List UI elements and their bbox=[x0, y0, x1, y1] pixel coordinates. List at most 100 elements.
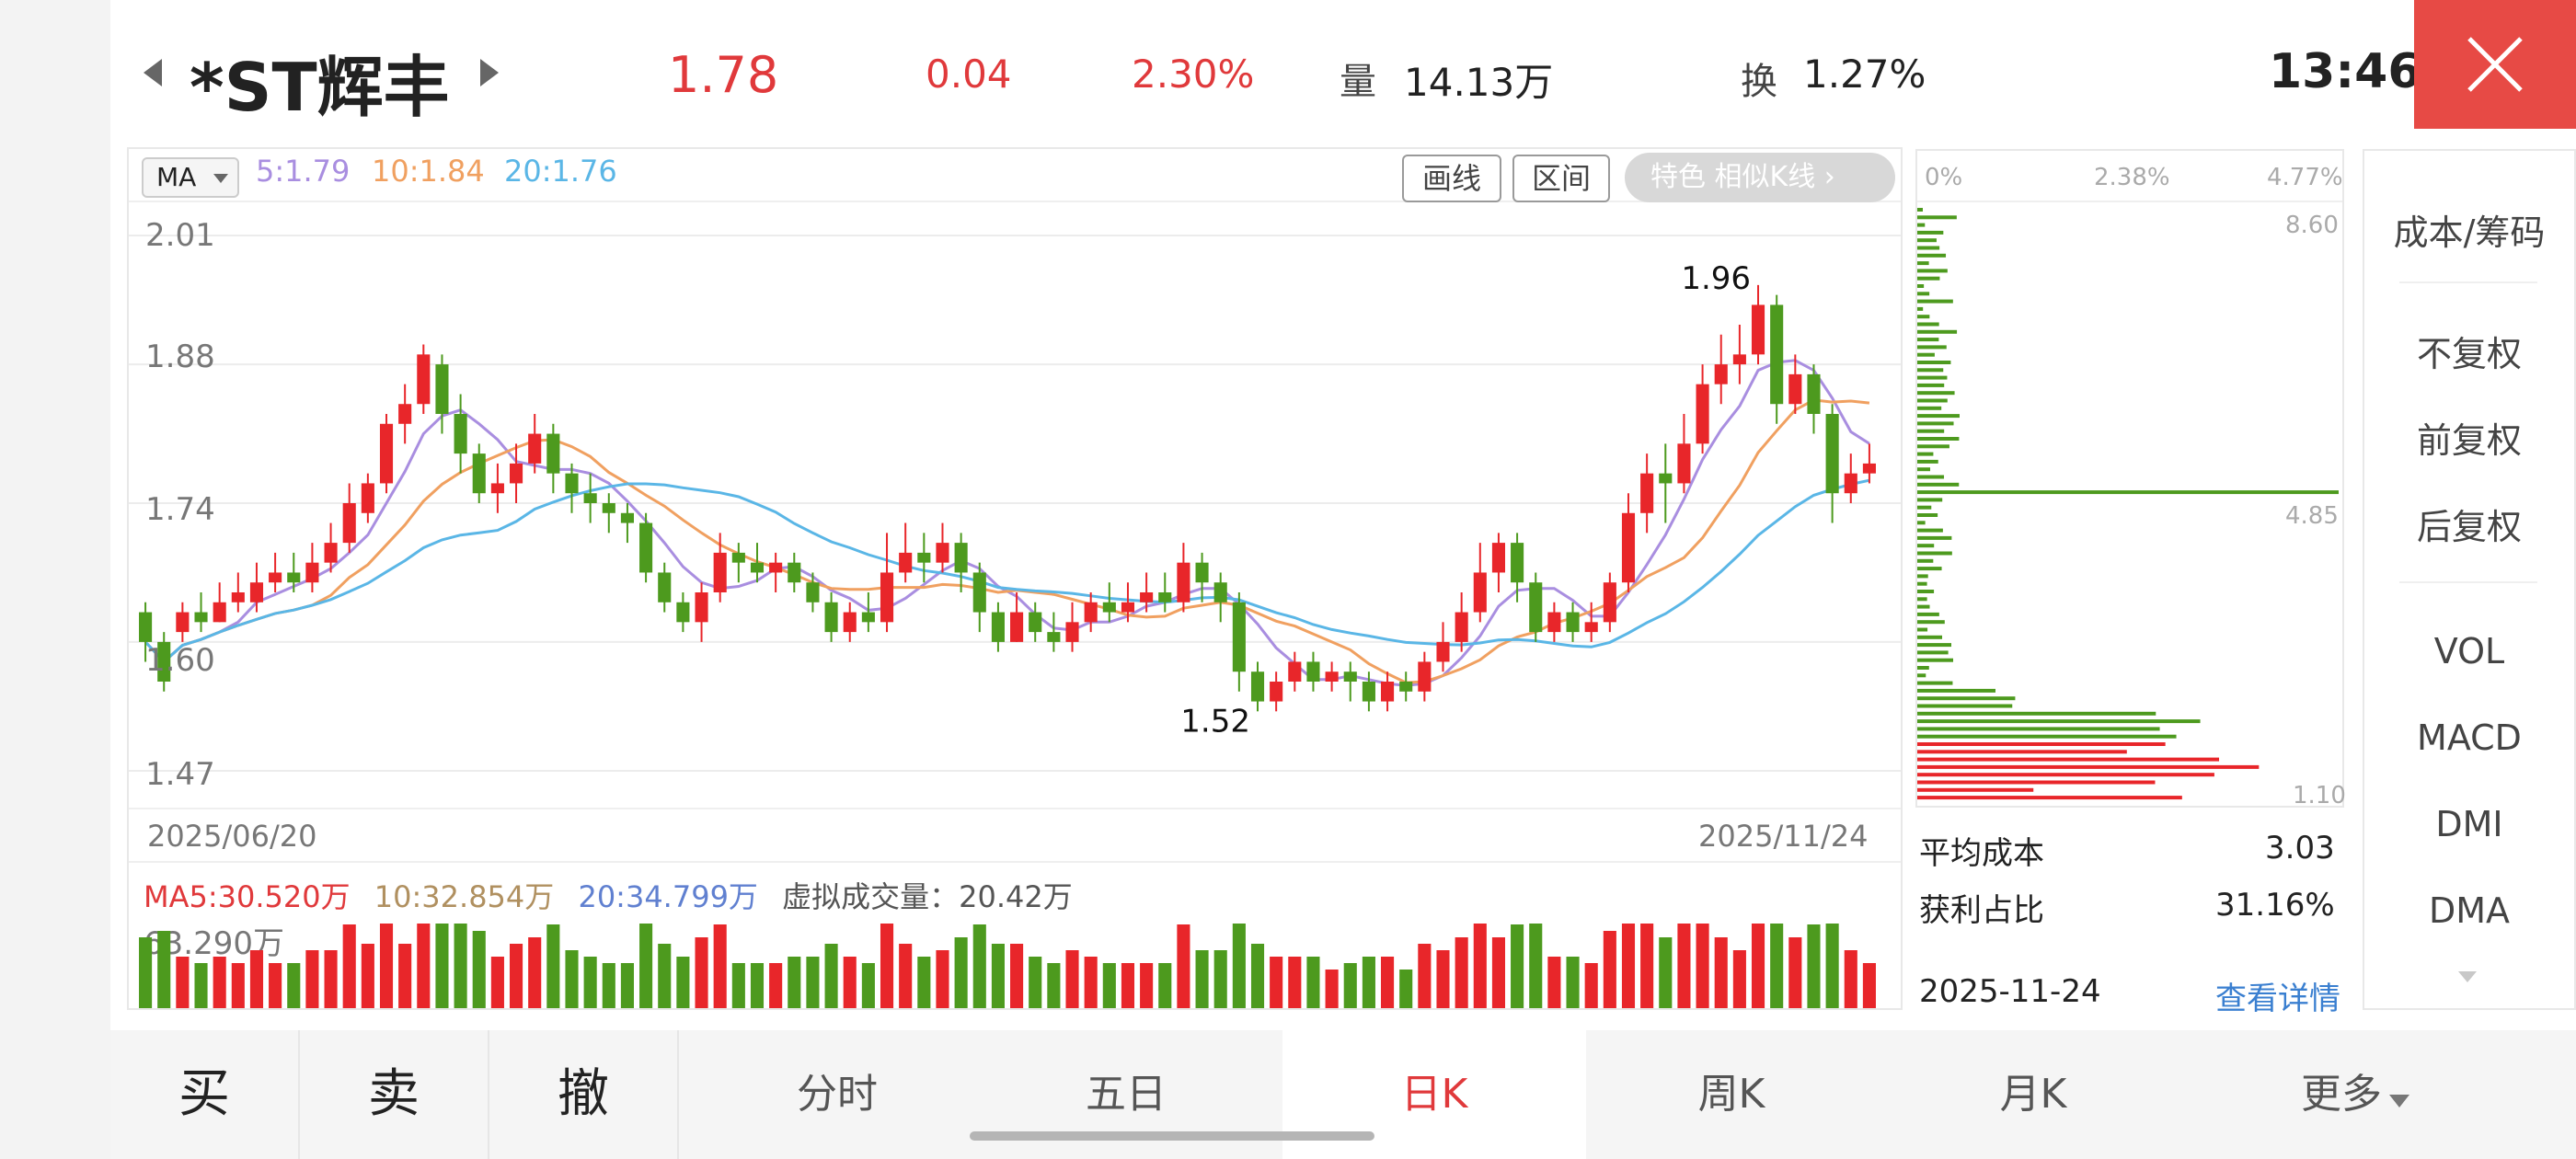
candle-body bbox=[454, 414, 467, 454]
chip-bar bbox=[1917, 764, 2260, 769]
tab-monthly-k[interactable]: 月K bbox=[1999, 1071, 2067, 1118]
y-axis-label: 1.60 bbox=[145, 642, 215, 679]
tab-intraday[interactable]: 分时 bbox=[797, 1071, 878, 1118]
chip-bar bbox=[1917, 361, 1951, 364]
volume-bar bbox=[1788, 937, 1802, 1008]
candle-body bbox=[249, 582, 264, 602]
volume-bar bbox=[1603, 931, 1616, 1008]
volume-bar bbox=[1659, 937, 1673, 1008]
candle-body bbox=[1270, 682, 1283, 702]
volume-bar bbox=[1566, 957, 1580, 1008]
similar-kline-pill[interactable]: 特色 相似K线 › bbox=[1625, 153, 1895, 202]
volume-bar bbox=[1047, 963, 1061, 1008]
candle-body bbox=[843, 612, 857, 633]
candle-body bbox=[157, 641, 171, 682]
end-date-label: 2025/11/24 bbox=[1698, 819, 1869, 854]
volume-bar bbox=[1751, 924, 1765, 1008]
volume-bar bbox=[1547, 957, 1561, 1008]
candle-body bbox=[139, 612, 153, 642]
chip-bar bbox=[1917, 688, 1996, 693]
volume-bar bbox=[305, 950, 319, 1008]
volume-bar bbox=[620, 963, 634, 1008]
volume-bar bbox=[287, 963, 301, 1008]
current-price: 1.78 bbox=[668, 46, 779, 104]
close-button[interactable] bbox=[2414, 0, 2576, 129]
volume-chart[interactable] bbox=[129, 920, 1901, 1008]
candle-body bbox=[324, 543, 338, 563]
candle-body bbox=[1010, 612, 1024, 642]
chip-bar bbox=[1917, 315, 1930, 319]
post-adjust-menu-item[interactable]: 后复权 bbox=[2416, 507, 2522, 547]
pre-adjust-menu-item[interactable]: 前复权 bbox=[2416, 420, 2522, 461]
next-stock-icon[interactable] bbox=[478, 59, 500, 86]
sell-button[interactable]: 卖 bbox=[300, 1030, 489, 1159]
volume-value: 14.13万 bbox=[1404, 60, 1554, 105]
kline-panel[interactable] bbox=[127, 147, 1903, 1010]
chip-bar bbox=[1917, 429, 1945, 433]
volume-bar bbox=[602, 963, 615, 1008]
candle-body bbox=[1603, 582, 1616, 623]
no-adjust-menu-item[interactable]: 不复权 bbox=[2416, 334, 2522, 374]
chip-bar bbox=[1917, 544, 1935, 548]
chip-bar bbox=[1917, 666, 1929, 670]
ma-selector[interactable]: MA bbox=[142, 157, 239, 198]
candle-body bbox=[1399, 682, 1413, 692]
chip-bar bbox=[1917, 292, 1930, 296]
buy-button[interactable]: 买 bbox=[110, 1030, 300, 1159]
candle-body bbox=[1288, 661, 1302, 682]
chevron-down-icon bbox=[213, 174, 228, 183]
candle-body bbox=[1659, 473, 1673, 484]
chip-cost-menu-item[interactable]: 成本/筹码 bbox=[2393, 212, 2546, 253]
volume-bar bbox=[824, 944, 838, 1008]
candle-body bbox=[1158, 592, 1172, 602]
chip-divider bbox=[1917, 201, 2342, 202]
candle-body bbox=[806, 582, 820, 602]
high-price-label: 1.96 bbox=[1681, 260, 1751, 297]
candle-body bbox=[602, 503, 615, 513]
draw-line-button[interactable]: 画线 bbox=[1402, 155, 1501, 202]
candle-body bbox=[490, 483, 504, 494]
candle-body bbox=[1511, 543, 1524, 583]
tab-five-day[interactable]: 五日 bbox=[1086, 1071, 1167, 1118]
candle-body bbox=[769, 562, 783, 573]
chip-bar bbox=[1917, 444, 1949, 449]
vol-menu-item[interactable]: VOL bbox=[2433, 631, 2505, 671]
chip-bar bbox=[1917, 383, 1945, 387]
bottom-bar: 买 卖 撤 分时 五日 日K 周K 月K 更多 bbox=[110, 1030, 2576, 1159]
candle-body bbox=[917, 552, 931, 563]
chip-price-label: 4.85 bbox=[2285, 502, 2339, 530]
prev-stock-icon[interactable] bbox=[142, 59, 164, 86]
candle-body bbox=[1677, 443, 1691, 484]
tab-more[interactable]: 更多 bbox=[2217, 1030, 2493, 1159]
volume-bar bbox=[194, 963, 208, 1008]
view-details-link[interactable]: 查看详情 bbox=[2215, 981, 2340, 1017]
chip-panel[interactable] bbox=[1915, 149, 2344, 808]
volume-bar bbox=[1862, 963, 1876, 1008]
cancel-order-button[interactable]: 撤 bbox=[489, 1030, 679, 1159]
chip-bar bbox=[1917, 727, 2160, 731]
side-menu-divider bbox=[2399, 581, 2537, 583]
macd-menu-item[interactable]: MACD bbox=[2417, 717, 2522, 758]
range-button[interactable]: 区间 bbox=[1512, 155, 1610, 202]
chip-bar bbox=[1917, 604, 1930, 609]
avg-cost-label: 平均成本 bbox=[1919, 835, 2044, 872]
volume-bar bbox=[528, 937, 542, 1008]
candle-body bbox=[1084, 602, 1098, 623]
volume-bar bbox=[546, 924, 560, 1008]
candle-body bbox=[1862, 463, 1876, 474]
candle-body bbox=[880, 572, 894, 623]
candle-body bbox=[1807, 373, 1821, 414]
chip-bar bbox=[1917, 352, 1935, 357]
chevron-down-icon[interactable] bbox=[2458, 971, 2477, 982]
tab-weekly-k[interactable]: 周K bbox=[1697, 1071, 1765, 1118]
dmi-menu-item[interactable]: DMI bbox=[2435, 804, 2503, 844]
volume-bar bbox=[1455, 937, 1468, 1008]
chip-bar bbox=[1917, 551, 1952, 556]
stock-name: *ST辉丰 bbox=[190, 49, 450, 126]
dma-menu-item[interactable]: DMA bbox=[2428, 890, 2511, 931]
kline-chart[interactable]: 1.96 1.52 bbox=[129, 202, 1901, 808]
home-indicator bbox=[970, 1131, 1374, 1141]
chip-bar bbox=[1917, 368, 1944, 373]
vol-ma20-legend: 20:34.799万 bbox=[578, 879, 758, 914]
y-axis-label: 2.01 bbox=[145, 217, 215, 254]
